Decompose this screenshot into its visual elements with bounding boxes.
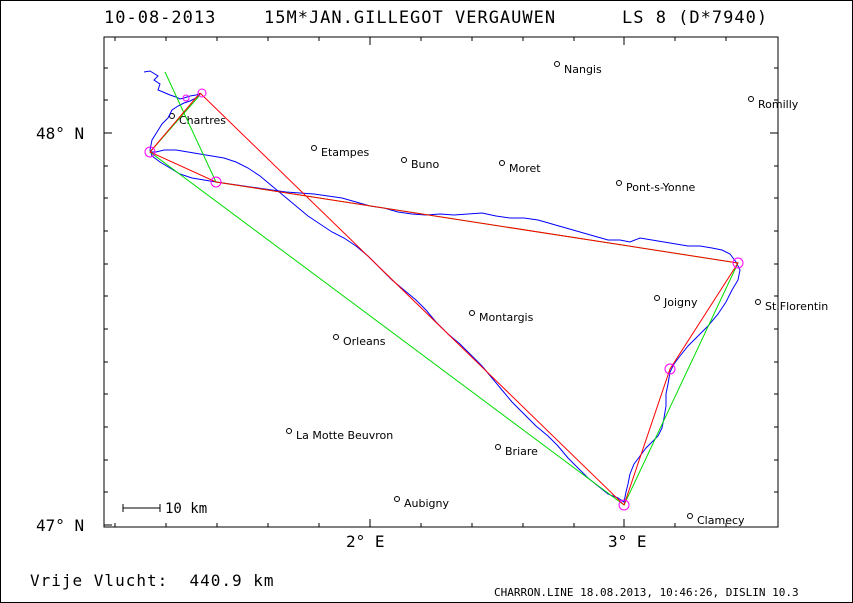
pilot-name: 15M*JAN.GILLEGOT VERGAUWEN	[264, 8, 557, 28]
flight-track	[143, 70, 741, 503]
city-label: Etampes	[321, 146, 369, 159]
scored-course	[149, 92, 739, 506]
plot-border	[103, 36, 779, 528]
tick-marks	[104, 37, 778, 527]
lat-label-bottom: 47° N	[36, 516, 84, 535]
lat-label-top: 48° N	[36, 124, 84, 143]
city-label: Briare	[505, 445, 538, 458]
render-credit: CHARRON.LINE 18.08.2013, 10:46:26, DISLI…	[494, 586, 799, 599]
city-label: Nangis	[564, 63, 602, 76]
city-label: Moret	[509, 162, 541, 175]
flight-date: 10-08-2013	[104, 8, 217, 28]
flight-distance: Vrije Vlucht: 440.9 km	[30, 571, 275, 590]
city-label: St.Florentin	[765, 300, 828, 313]
scale-label: 10 km	[165, 501, 207, 517]
city-label: Romilly	[758, 98, 799, 111]
scale-bar: 10 km	[122, 501, 207, 517]
city-label: Montargis	[479, 311, 534, 324]
turnpoint-markers	[144, 88, 744, 511]
city-label: Orleans	[343, 335, 386, 348]
map-title: 10-08-2013 15M*JAN.GILLEGOT VERGAUWEN LS…	[0, 8, 853, 88]
city-label: Aubigny	[404, 497, 449, 510]
city-label: Chartres	[179, 114, 226, 127]
lon-label-left: 2° E	[346, 532, 385, 551]
lon-label-right: 3° E	[608, 532, 647, 551]
city-label: Pont-s-Yonne	[626, 181, 696, 194]
city-markers: Nangis Romilly Chartres Etampes Buno Mor…	[169, 61, 828, 527]
glider-id: LS 8 (D*7940)	[622, 8, 769, 28]
city-label: La Motte Beuvron	[296, 429, 393, 442]
declared-task	[149, 71, 739, 506]
city-label: Clamecy	[697, 514, 745, 527]
city-label: Joigny	[663, 296, 698, 309]
city-label: Buno	[411, 158, 439, 171]
